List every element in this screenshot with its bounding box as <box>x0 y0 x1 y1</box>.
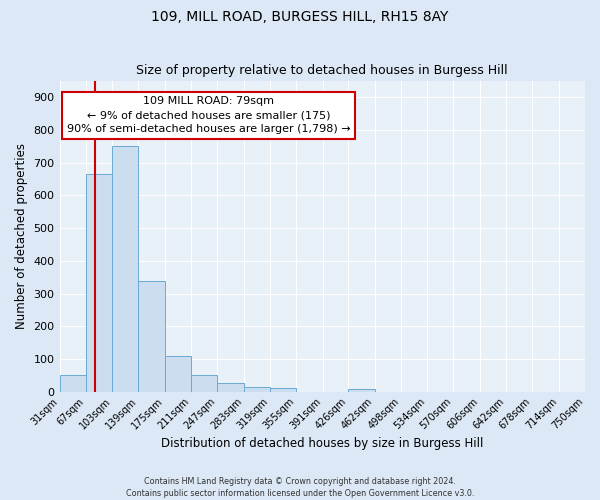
Bar <box>217 383 244 392</box>
Title: Size of property relative to detached houses in Burgess Hill: Size of property relative to detached ho… <box>136 64 508 77</box>
Bar <box>165 356 191 392</box>
Text: 109, MILL ROAD, BURGESS HILL, RH15 8AY: 109, MILL ROAD, BURGESS HILL, RH15 8AY <box>151 10 449 24</box>
Bar <box>244 387 270 392</box>
Text: Contains HM Land Registry data © Crown copyright and database right 2024.
Contai: Contains HM Land Registry data © Crown c… <box>126 476 474 498</box>
Bar <box>270 388 296 392</box>
Bar <box>191 376 217 392</box>
Bar <box>112 146 139 392</box>
Y-axis label: Number of detached properties: Number of detached properties <box>15 144 28 330</box>
Bar <box>139 281 165 392</box>
Bar <box>348 390 374 392</box>
X-axis label: Distribution of detached houses by size in Burgess Hill: Distribution of detached houses by size … <box>161 437 484 450</box>
Bar <box>59 374 86 392</box>
Bar <box>86 174 112 392</box>
Text: 109 MILL ROAD: 79sqm
← 9% of detached houses are smaller (175)
90% of semi-detac: 109 MILL ROAD: 79sqm ← 9% of detached ho… <box>67 96 350 134</box>
